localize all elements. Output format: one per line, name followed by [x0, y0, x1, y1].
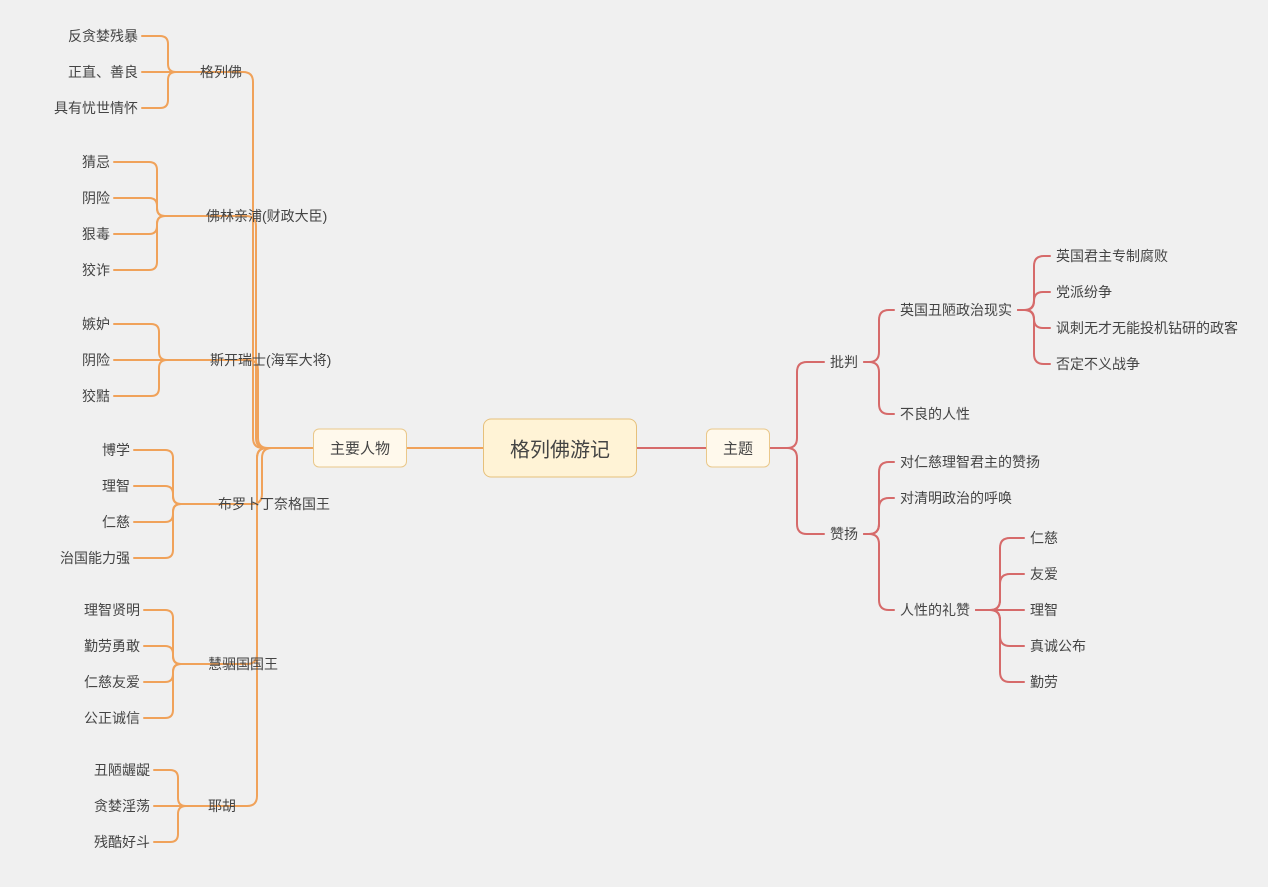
node-主题: 主题	[706, 429, 770, 468]
node-猜忌: 猜忌	[82, 152, 110, 172]
node-正直、善良: 正直、善良	[68, 62, 138, 82]
mindmap-canvas: 格列佛游记 主要人物 格列佛 反贪婪残暴正直、善良具有忧世情怀佛林亲浦(财政大臣) 猜忌…	[0, 0, 1268, 887]
node-格列佛游记: 格列佛游记	[483, 419, 637, 478]
node-理智: 理智	[102, 476, 130, 496]
node-阴险: 阴险	[82, 350, 110, 370]
node-狡黠: 狡黠	[82, 386, 110, 406]
node-丑陋龌龊: 丑陋龌龊	[94, 760, 150, 780]
node-不良的人性: 不良的人性	[900, 404, 970, 424]
node-真诚公布: 真诚公布	[1030, 636, 1086, 656]
node-狡诈: 狡诈	[82, 260, 110, 280]
node-阴险: 阴险	[82, 188, 110, 208]
node-博学: 博学	[102, 440, 130, 460]
node-格列佛: 格列佛	[200, 62, 242, 82]
node-否定不义战争: 否定不义战争	[1056, 354, 1140, 374]
node-讽刺无才无能投机钻研的政客: 讽刺无才无能投机钻研的政客	[1056, 318, 1238, 338]
node-佛林亲浦(财政大臣): 佛林亲浦(财政大臣)	[206, 206, 327, 226]
node-批判: 批判	[830, 352, 858, 372]
node-仁慈: 仁慈	[102, 512, 130, 532]
node-对清明政治的呼唤: 对清明政治的呼唤	[900, 488, 1012, 508]
node-理智: 理智	[1030, 600, 1058, 620]
node-勤劳勇敢: 勤劳勇敢	[84, 636, 140, 656]
node-残酷好斗: 残酷好斗	[94, 832, 150, 852]
node-斯开瑞士(海军大将): 斯开瑞士(海军大将)	[210, 350, 331, 370]
node-赞扬: 赞扬	[830, 524, 858, 544]
node-仁慈: 仁慈	[1030, 528, 1058, 548]
node-对仁慈理智君主的赞扬: 对仁慈理智君主的赞扬	[900, 452, 1040, 472]
node-人性的礼赞: 人性的礼赞	[900, 600, 970, 620]
node-公正诚信: 公正诚信	[84, 708, 140, 728]
node-主要人物: 主要人物	[313, 429, 407, 468]
node-贪婪淫荡: 贪婪淫荡	[94, 796, 150, 816]
node-治国能力强: 治国能力强	[60, 548, 130, 568]
node-嫉妒: 嫉妒	[82, 314, 110, 334]
node-理智贤明: 理智贤明	[84, 600, 140, 620]
node-勤劳: 勤劳	[1030, 672, 1058, 692]
node-狠毒: 狠毒	[82, 224, 110, 244]
node-反贪婪残暴: 反贪婪残暴	[68, 26, 138, 46]
node-党派纷争: 党派纷争	[1056, 282, 1112, 302]
node-仁慈友爱: 仁慈友爱	[84, 672, 140, 692]
node-具有忧世情怀: 具有忧世情怀	[54, 98, 138, 118]
node-英国丑陋政治现实: 英国丑陋政治现实	[900, 300, 1012, 320]
node-慧骃国国王: 慧骃国国王	[208, 654, 278, 674]
node-耶胡: 耶胡	[208, 796, 236, 816]
node-英国君主专制腐败: 英国君主专制腐败	[1056, 246, 1168, 266]
node-友爱: 友爱	[1030, 564, 1058, 584]
node-布罗卜丁奈格国王: 布罗卜丁奈格国王	[218, 494, 330, 514]
